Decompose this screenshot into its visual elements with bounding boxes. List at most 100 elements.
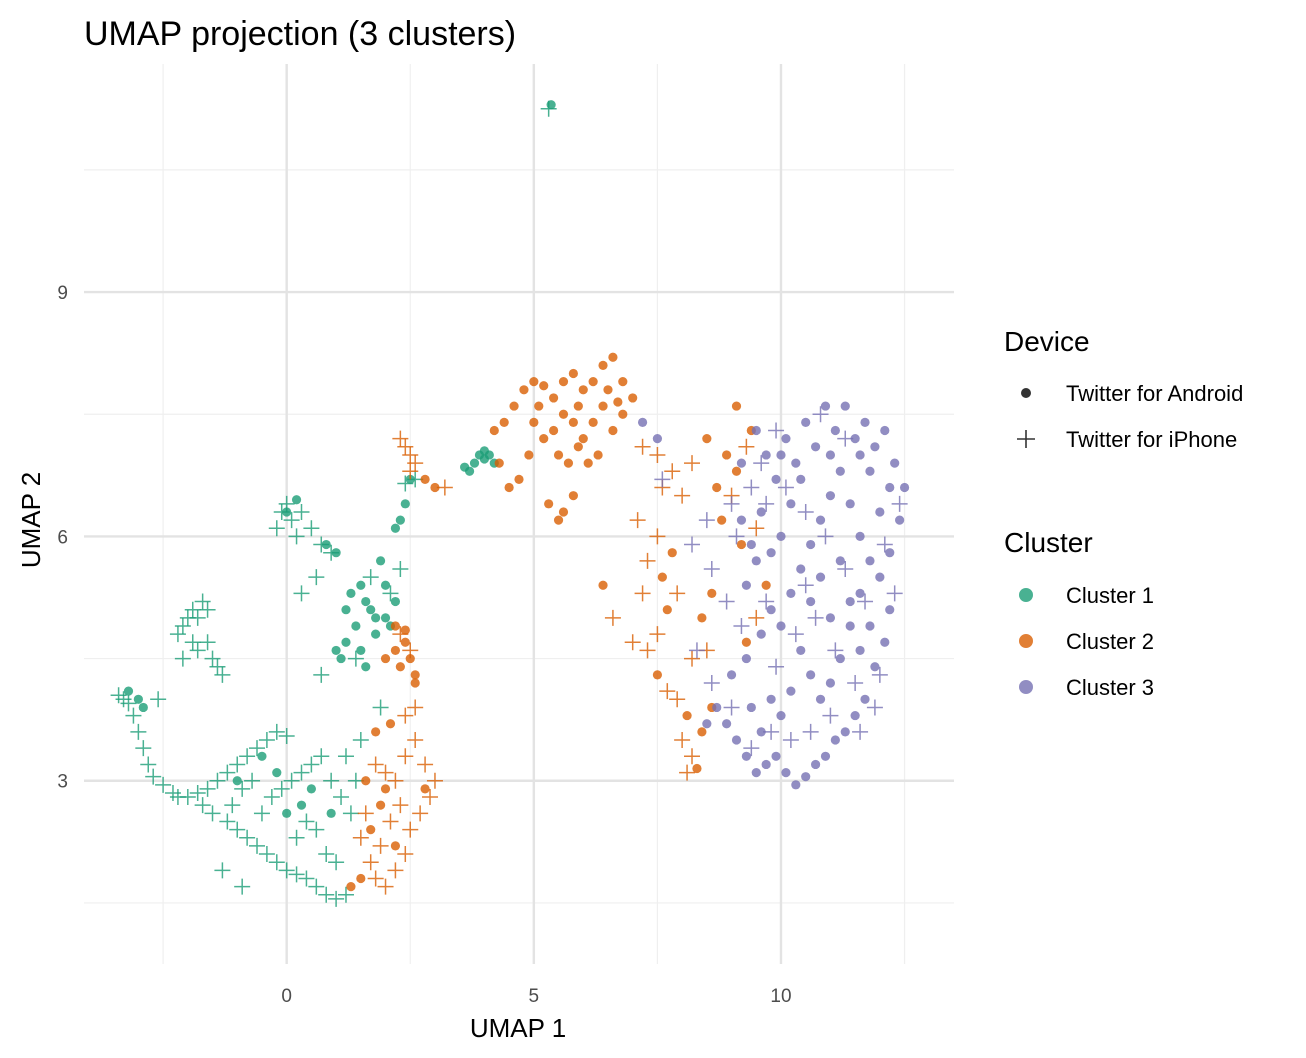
point-android: [544, 499, 554, 509]
point-iphone: [145, 768, 162, 785]
point-android: [657, 572, 667, 582]
point-iphone: [768, 658, 785, 675]
point-android: [766, 548, 776, 558]
tick-labels: 0 5 10 3 6 9: [57, 283, 791, 1007]
point-iphone: [852, 723, 869, 740]
point-android: [815, 515, 826, 525]
point-iphone: [318, 886, 335, 903]
point-android: [791, 458, 801, 468]
point-iphone: [649, 528, 666, 545]
point-android: [880, 637, 890, 647]
point-iphone: [229, 821, 246, 838]
point-android: [331, 548, 341, 558]
point-iphone: [288, 829, 305, 846]
legend-label-cluster-2: Cluster 2: [1066, 629, 1154, 654]
point-iphone: [204, 805, 221, 822]
point-android: [885, 482, 895, 493]
point-android: [810, 442, 821, 452]
point-android: [776, 621, 786, 631]
point-android: [519, 385, 529, 395]
point-iphone: [674, 732, 691, 749]
point-android: [830, 425, 840, 436]
point-iphone: [674, 487, 691, 504]
point-android: [766, 605, 776, 615]
point-android: [534, 401, 544, 411]
point-iphone: [169, 626, 186, 643]
point-android: [746, 702, 756, 713]
point-android: [539, 434, 549, 444]
point-android: [865, 621, 875, 631]
point-iphone: [387, 862, 404, 879]
point-iphone: [397, 748, 414, 765]
point-android: [806, 670, 816, 680]
point-android: [420, 784, 430, 794]
point-android: [539, 381, 549, 391]
point-android: [796, 564, 806, 574]
point-iphone: [382, 585, 399, 602]
point-iphone: [664, 463, 681, 480]
point-android: [296, 800, 307, 810]
point-android: [756, 629, 766, 639]
point-android: [366, 825, 376, 835]
point-android: [380, 613, 391, 623]
point-iphone: [659, 683, 676, 700]
point-android: [835, 466, 845, 476]
point-iphone: [397, 475, 414, 492]
point-android: [845, 621, 855, 631]
point-iphone: [278, 727, 295, 744]
point-iphone: [258, 846, 275, 863]
point-android: [815, 694, 826, 704]
point-android: [736, 458, 747, 468]
point-android: [356, 645, 366, 656]
point-iphone: [387, 772, 404, 789]
point-iphone: [308, 569, 325, 586]
point-android: [371, 629, 381, 639]
point-iphone: [392, 560, 409, 577]
point-iphone: [639, 642, 656, 659]
point-android: [637, 417, 648, 427]
point-android: [722, 450, 732, 460]
legend-key-iphone-cross: [1017, 430, 1035, 448]
point-android: [578, 434, 588, 444]
point-iphone: [758, 495, 775, 512]
point-android: [786, 499, 796, 509]
point-iphone: [684, 650, 701, 667]
point-android: [549, 393, 559, 403]
point-iphone: [891, 495, 908, 512]
point-android: [781, 767, 791, 778]
point-android: [736, 515, 747, 525]
point-android: [801, 417, 811, 427]
point-android: [761, 759, 771, 770]
point-iphone: [743, 479, 760, 496]
point-android: [380, 580, 391, 590]
point-android: [791, 780, 801, 790]
point-iphone: [352, 829, 369, 846]
point-android: [756, 507, 766, 517]
point-android: [796, 474, 806, 484]
point-android: [351, 621, 361, 631]
point-android: [356, 873, 366, 884]
point-iphone: [847, 675, 864, 692]
point-android: [806, 539, 816, 550]
point-android: [652, 434, 663, 444]
point-android: [400, 499, 410, 509]
point-android: [662, 605, 672, 615]
point-iphone: [417, 756, 434, 773]
point-iphone: [604, 609, 621, 626]
point-android: [731, 466, 742, 476]
point-iphone: [150, 691, 167, 708]
point-android: [430, 482, 440, 493]
point-android: [875, 572, 885, 582]
point-android: [375, 556, 386, 566]
point-android: [390, 841, 401, 851]
legend-key-android-circle: [1021, 388, 1031, 398]
point-android: [741, 637, 751, 647]
point-iphone: [288, 528, 305, 545]
point-iphone: [871, 666, 888, 683]
point-android: [731, 735, 742, 745]
point-android: [756, 727, 766, 737]
point-android: [395, 515, 405, 525]
point-iphone: [278, 862, 295, 879]
point-android: [549, 425, 559, 436]
point-iphone: [407, 455, 424, 472]
